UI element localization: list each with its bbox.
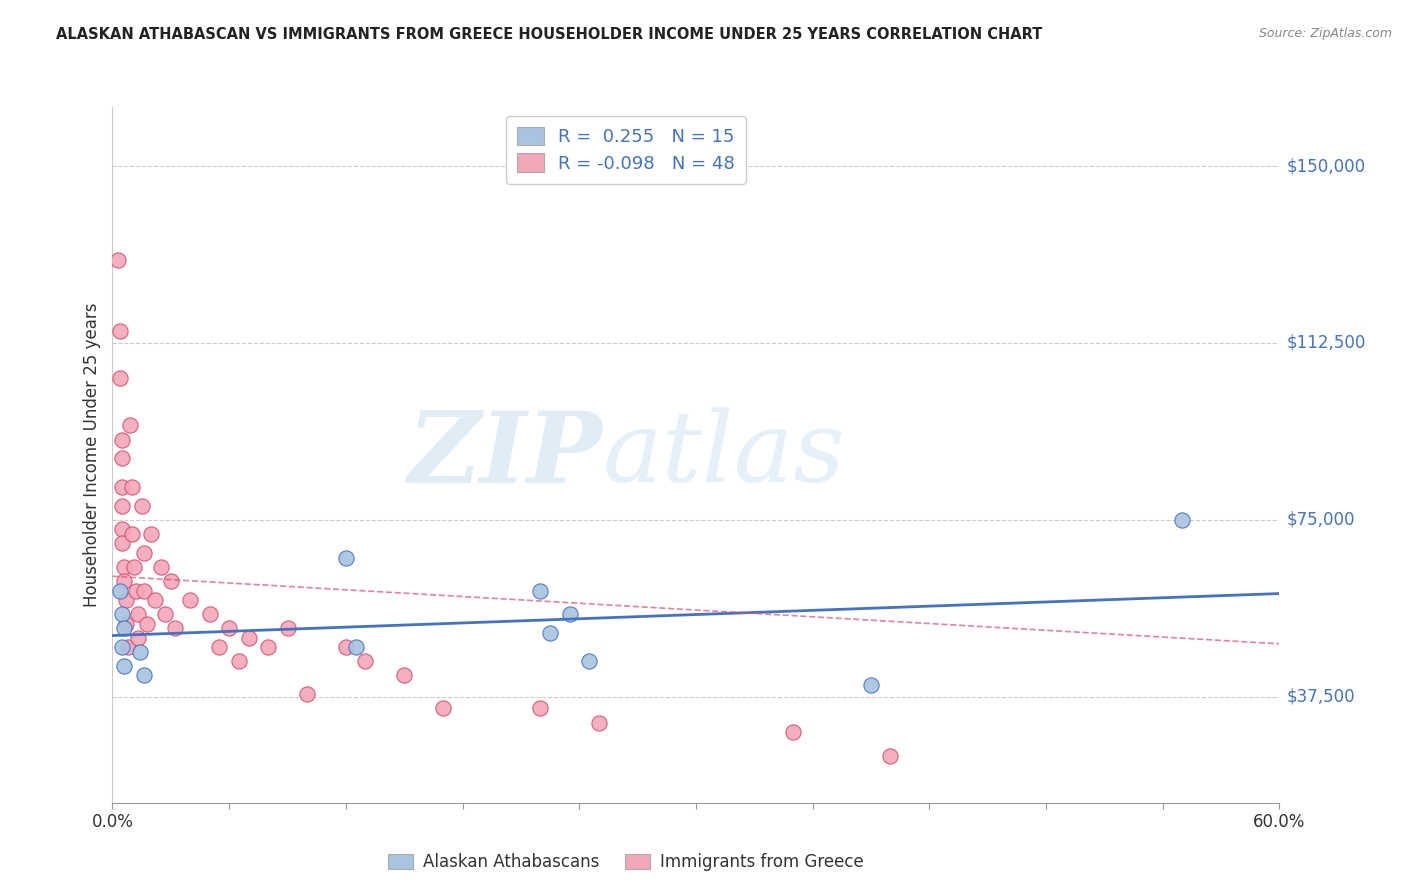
Point [111,522,134,536]
Text: atlas: atlas [603,408,845,502]
Text: ALASKAN ATHABASCAN VS IMMIGRANTS FROM GREECE HOUSEHOLDER INCOME UNDER 25 YEARS C: ALASKAN ATHABASCAN VS IMMIGRANTS FROM GR… [56,27,1043,42]
Point [295,687,318,701]
Point [122,560,145,574]
Point [127,607,149,621]
Point [392,668,416,682]
Point [238,631,260,645]
Point [115,616,138,631]
Text: Source: ZipAtlas.com: Source: ZipAtlas.com [1258,27,1392,40]
Point [118,418,141,433]
Point [121,527,143,541]
Legend: Alaskan Athabascans, Immigrants from Greece: Alaskan Athabascans, Immigrants from Gre… [381,847,870,878]
Point [111,536,134,550]
Point [111,640,134,654]
Point [141,527,163,541]
Y-axis label: Householder Income Under 25 years: Householder Income Under 25 years [83,302,101,607]
Point [163,621,186,635]
Point [354,654,377,668]
Point [132,668,155,682]
Point [782,725,804,739]
Text: ZIP: ZIP [408,407,603,503]
Point [335,640,357,654]
Point [218,621,240,635]
Point [110,371,132,385]
Point [127,631,149,645]
Point [112,621,135,635]
Point [153,607,176,621]
Point [112,659,135,673]
Point [276,621,298,635]
Point [121,480,143,494]
Point [110,583,132,598]
Point [150,560,173,574]
Point [111,499,134,513]
Point [111,480,134,494]
Point [529,701,551,715]
Point [107,253,129,268]
Point [131,499,153,513]
Point [143,593,166,607]
Point [128,645,150,659]
Point [117,640,139,654]
Point [198,607,221,621]
Point [111,433,134,447]
Point [529,583,551,598]
Point [112,560,135,574]
Text: $75,000: $75,000 [1286,511,1355,529]
Point [179,593,201,607]
Point [208,640,231,654]
Point [110,324,132,338]
Point [160,574,183,588]
Text: $150,000: $150,000 [1286,157,1365,175]
Point [344,640,367,654]
Point [125,583,148,598]
Point [111,451,134,466]
Point [132,546,155,560]
Text: $37,500: $37,500 [1286,688,1355,706]
Point [111,607,134,621]
Point [136,616,159,631]
Point [432,701,454,715]
Point [578,654,600,668]
Point [859,678,883,692]
Point [588,715,610,730]
Point [112,574,135,588]
Point [132,583,155,598]
Point [1171,513,1194,527]
Point [538,626,561,640]
Point [257,640,280,654]
Point [228,654,250,668]
Point [335,550,357,565]
Point [115,593,138,607]
Point [879,748,901,763]
Point [558,607,581,621]
Text: $112,500: $112,500 [1286,334,1365,351]
